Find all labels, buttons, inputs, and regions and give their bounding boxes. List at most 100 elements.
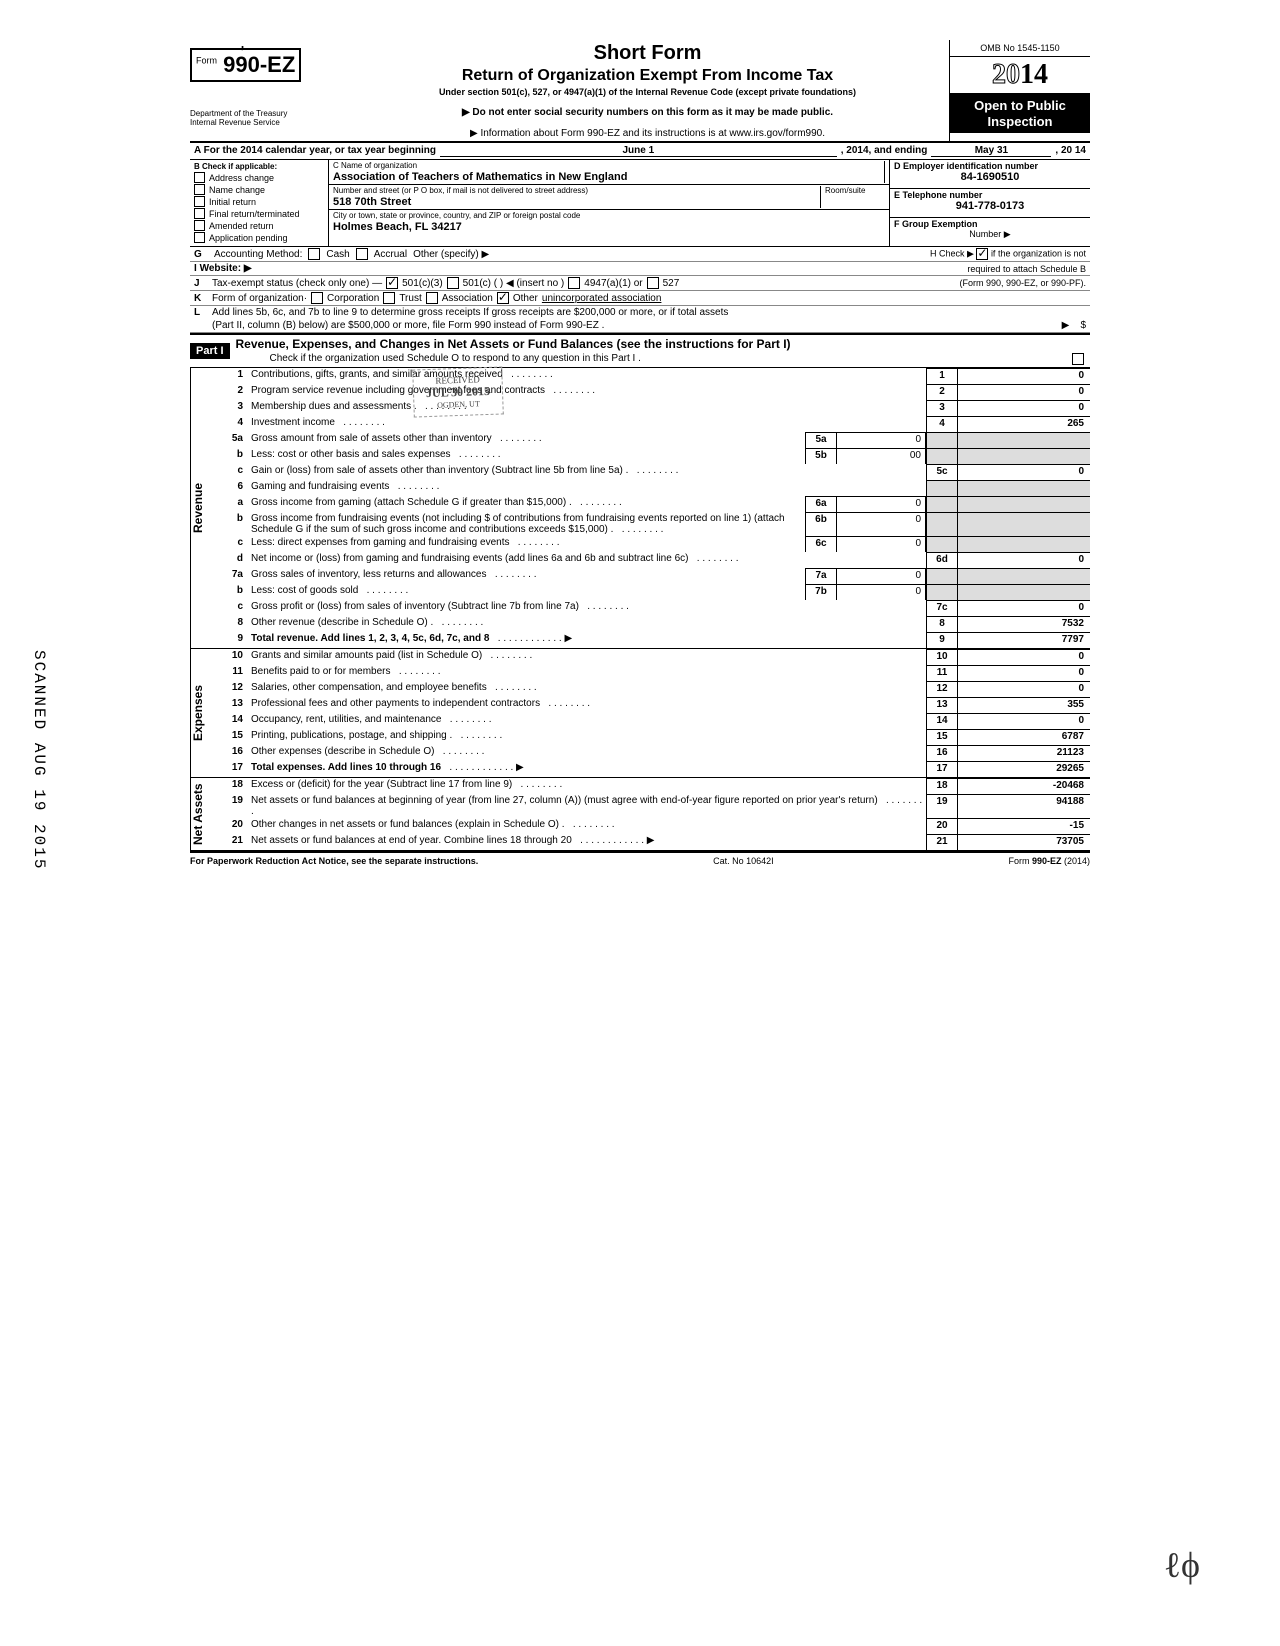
line-value: 0 [957,552,1090,568]
line-box: 11 [926,665,957,681]
line-h-text4: (Form 990, 990-EZ, or 990-PF). [959,278,1086,288]
line-box: 3 [926,400,957,416]
line-description: Other changes in net assets or fund bala… [249,818,926,834]
line-number: 9 [213,632,249,648]
checkbox[interactable] [194,184,205,195]
line-description: Salaries, other compensation, and employ… [249,681,926,697]
501c3-label: 501(c)(3) [402,278,443,289]
revenue-label: Revenue [190,368,213,648]
val-shade [957,512,1090,536]
line-value: 265 [957,416,1090,432]
footer-cat: Cat. No 10642I [713,856,774,866]
checkbox[interactable] [194,196,205,207]
note-ssn: ▶ Do not enter social security numbers o… [354,107,941,118]
line-l-letter: L [194,307,208,318]
mini-box: 5a [805,432,837,448]
form-id: , Form 990-EZ Department of the Treasury… [190,40,346,141]
line-value: 0 [957,368,1090,384]
name-label: C Name of organization [333,161,880,170]
schedule-b-checkbox[interactable] [976,248,988,260]
org-name: Association of Teachers of Mathematics i… [333,171,880,183]
line-description: Occupancy, rent, utilities, and maintena… [249,713,926,729]
line-box: 9 [926,632,957,648]
part1-checkbox[interactable] [1072,353,1084,365]
line-number: a [213,496,249,512]
line-box: 12 [926,681,957,697]
expenses-label: Expenses [190,649,213,777]
line-number: 17 [213,761,249,777]
form-under: Under section 501(c), 527, or 4947(a)(1)… [354,87,941,97]
501c-checkbox[interactable] [447,277,459,289]
line-description: Gross income from fundraising events (no… [249,512,805,536]
street-label: Number and street (or P O box, if mail i… [333,186,816,195]
val-shade [957,584,1090,600]
501c-label: 501(c) ( ) ◀ (insert no ) [463,278,565,289]
corp-checkbox[interactable] [311,292,323,304]
line-number: d [213,552,249,568]
form-subtitle: Return of Organization Exempt From Incom… [354,67,941,85]
part1-title: Revenue, Expenses, and Changes in Net As… [230,335,1090,353]
line-number: 11 [213,665,249,681]
val-shade [957,448,1090,464]
line-g-text: Accounting Method: [214,249,302,260]
initials: ℓϕ [1164,1544,1200,1586]
website-label: Website: ▶ [200,263,252,274]
line-number: 15 [213,729,249,745]
group-exempt-label: F Group Exemption [894,219,1086,229]
line-box: 6d [926,552,957,568]
line-box: 2 [926,384,957,400]
line-box: 1 [926,368,957,384]
line-number: 2 [213,384,249,400]
box-shade [926,480,957,496]
line-number: b [213,512,249,536]
line-value: 0 [957,600,1090,616]
other-org-label: Other [513,293,538,304]
trust-checkbox[interactable] [383,292,395,304]
checkbox-label: Application pending [209,233,288,243]
line-box: 13 [926,697,957,713]
val-shade [957,536,1090,552]
line-description: Gross amount from sale of assets other t… [249,432,805,448]
line-number: 18 [213,778,249,794]
open-public: Open to Public Inspection [950,94,1090,133]
form-prefix: Form [196,56,217,66]
line-value: 0 [957,681,1090,697]
line-box: 21 [926,834,957,850]
501c3-checkbox[interactable] [386,277,398,289]
cash-checkbox[interactable] [308,248,320,260]
line-number: 8 [213,616,249,632]
ein: 84-1690510 [894,171,1086,183]
line-i-letter: I [194,263,197,274]
accrual-checkbox[interactable] [356,248,368,260]
header-lines: G Accounting Method: Cash Accrual Other … [190,247,1090,333]
checkbox[interactable] [194,172,205,183]
checkbox[interactable] [194,208,205,219]
line-description: Total expenses. Add lines 10 through 16 … [249,761,926,777]
checkbox[interactable] [194,232,205,243]
line-number: 6 [213,480,249,496]
line-h-text3: required to attach Schedule B [967,264,1086,274]
4947-checkbox[interactable] [568,277,580,289]
line-number: 1 [213,368,249,384]
line-description: Gaming and fundraising events . . . . . … [249,480,926,496]
val-shade [957,480,1090,496]
phone: 941-778-0173 [894,200,1086,212]
part1-label: Part I [190,343,230,359]
box-shade [926,448,957,464]
line-number: 7a [213,568,249,584]
other-org-value: unincorporated association [542,293,662,304]
line-box: 5c [926,464,957,480]
527-checkbox[interactable] [647,277,659,289]
line-description: Less: cost of goods sold . . . . . . . . [249,584,805,600]
ein-label: D Employer identification number [894,161,1086,171]
row-a: A For the 2014 calendar year, or tax yea… [190,143,1090,160]
mini-value: 0 [837,512,926,536]
other-method-label: Other (specify) ▶ [413,249,489,260]
line-g-letter: G [194,249,208,260]
line-number: 4 [213,416,249,432]
checkbox[interactable] [194,220,205,231]
line-box: 19 [926,794,957,818]
other-org-checkbox[interactable] [497,292,509,304]
assoc-checkbox[interactable] [426,292,438,304]
line-number: 10 [213,649,249,665]
